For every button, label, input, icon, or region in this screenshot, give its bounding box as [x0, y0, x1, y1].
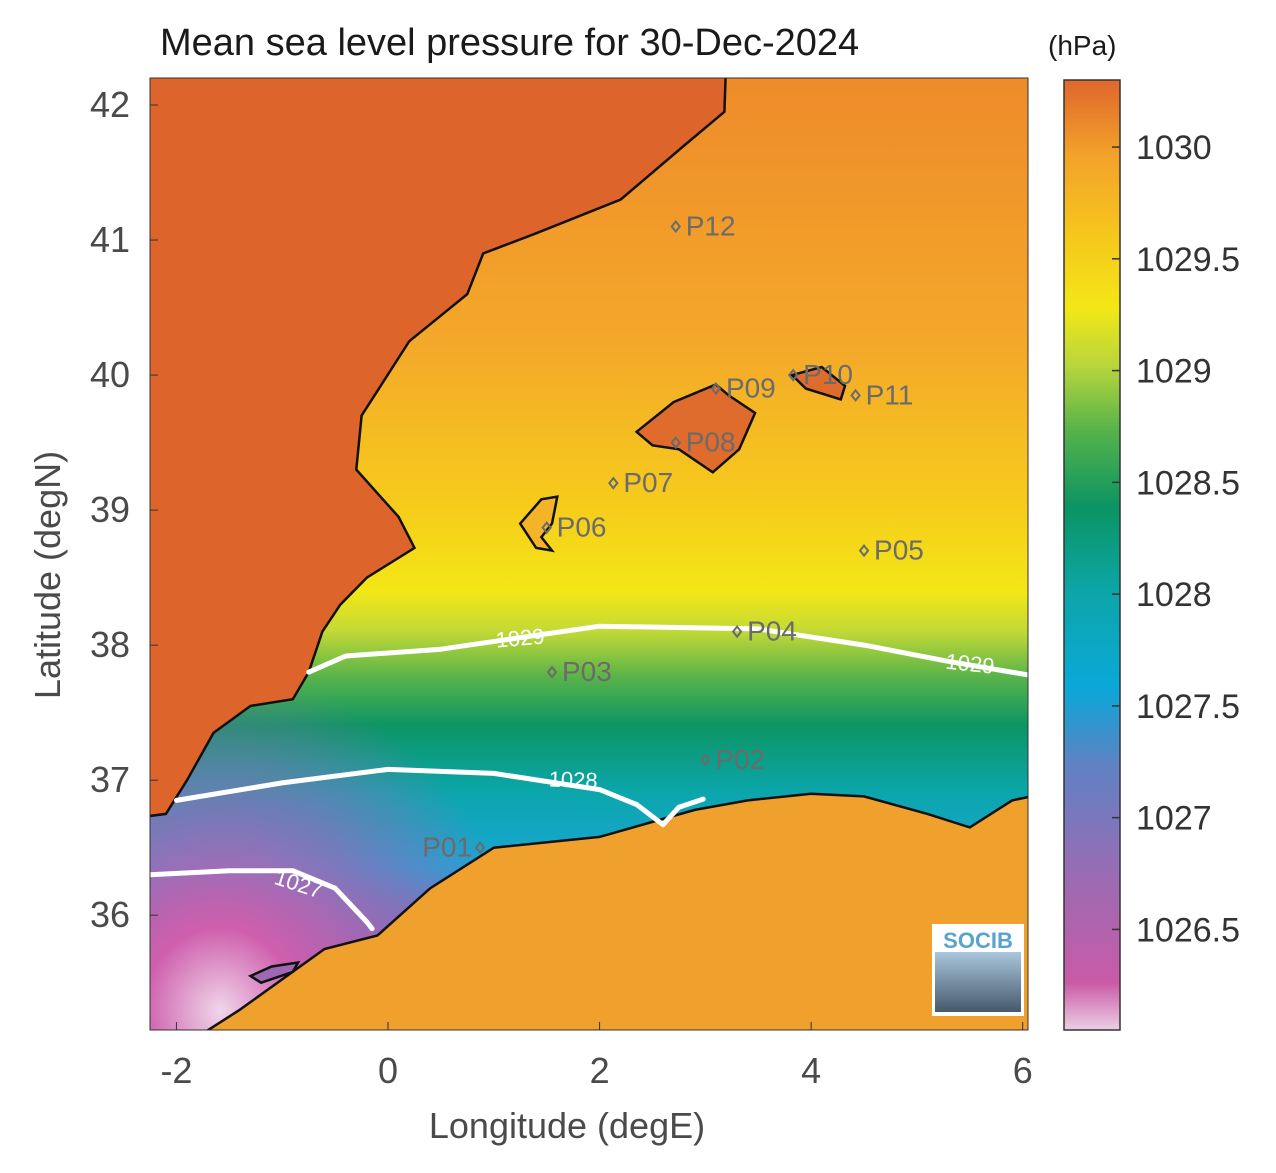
isobar-1029 — [306, 623, 1028, 678]
x-tick-label: -2 — [160, 1050, 192, 1091]
station-p12: P12 — [670, 211, 736, 242]
colorbar-tick-label: 1027 — [1136, 800, 1212, 838]
station-label: P11 — [866, 379, 914, 410]
station-label: P12 — [686, 211, 736, 242]
isobar-label: 1029 — [495, 623, 546, 652]
station-p05: P05 — [858, 535, 924, 566]
north-africa-land — [205, 792, 1028, 1030]
station-p10: P10 — [787, 359, 853, 390]
station-markers: P01 P02 P03 P04 P05 P06 P07 P08 P09 P10 P11 P12 — [422, 211, 924, 863]
colorbar-scale — [1063, 79, 1121, 1031]
station-marker-icon — [541, 521, 552, 535]
x-tick-label: 4 — [801, 1050, 821, 1091]
y-tick-label: 41 — [90, 219, 130, 260]
isobar-1027 — [150, 868, 375, 932]
isobar-label: 1029 — [944, 649, 995, 679]
x-axis-label: Longitude (degE) — [429, 1105, 705, 1146]
station-p04: P04 — [731, 616, 797, 647]
colorbar-tick-label: 1027.5 — [1136, 688, 1240, 726]
station-marker-icon — [731, 625, 743, 639]
station-label: P06 — [557, 512, 607, 543]
x-tick-label: 6 — [1013, 1050, 1033, 1091]
y-tick-label: 42 — [90, 84, 130, 125]
logo-text: SOCIB — [943, 928, 1013, 953]
station-label: P05 — [874, 535, 924, 566]
x-tick-label: 0 — [378, 1050, 398, 1091]
colorbar-tick-label: 1026.5 — [1136, 911, 1240, 949]
colorbar-tick-label: 1029 — [1136, 353, 1212, 391]
station-p09: P09 — [710, 373, 776, 404]
station-marker-icon — [546, 665, 558, 679]
station-p07: P07 — [608, 467, 673, 498]
alboran-island — [247, 960, 301, 985]
station-label: P07 — [623, 467, 673, 498]
colorbar-tick-label: 1028 — [1136, 576, 1212, 614]
station-marker-icon — [710, 381, 722, 396]
plot-frame — [149, 77, 1029, 1031]
station-marker-icon — [700, 753, 711, 767]
ibiza-island — [518, 495, 559, 553]
station-label: P10 — [803, 359, 853, 390]
station-marker-icon — [787, 368, 799, 382]
station-p01: P01 — [422, 832, 486, 863]
iberian-land — [150, 78, 727, 818]
colorbar-ticks: 1030 1029.5 1029 1028.5 1028 1027.5 1027 1026.5 — [1112, 129, 1240, 949]
y-axis-label: Latitude (degN) — [27, 451, 68, 699]
menorca-island — [789, 365, 847, 401]
x-tick-label: 2 — [590, 1050, 610, 1091]
station-label: P04 — [747, 616, 797, 647]
station-p08: P08 — [670, 427, 736, 458]
isobar-label: 1028 — [548, 767, 598, 794]
axis-ticks: -2 0 2 4 6 42 41 40 39 38 37 36 — [90, 84, 1033, 1091]
station-marker-icon — [474, 841, 486, 855]
mallorca-island — [634, 383, 757, 474]
station-marker-icon — [670, 219, 682, 234]
station-label: P09 — [726, 373, 776, 404]
station-marker-icon — [608, 476, 619, 490]
colorbar: 1030 1029.5 1029 1028.5 1028 1027.5 1027 1026.5 — [1063, 79, 1240, 1031]
station-p02: P02 — [700, 744, 765, 775]
station-label: P01 — [422, 832, 472, 863]
colorbar-unit: (hPa) — [1048, 30, 1117, 61]
station-marker-icon — [858, 544, 870, 558]
y-tick-label: 36 — [90, 894, 130, 935]
station-p03: P03 — [546, 656, 612, 687]
station-label: P02 — [715, 744, 765, 775]
y-tick-label: 40 — [90, 354, 130, 395]
socib-logo: SOCIB — [932, 924, 1024, 1016]
station-marker-icon — [850, 388, 861, 402]
colorbar-tick-label: 1029.5 — [1136, 241, 1240, 279]
y-tick-label: 38 — [90, 624, 130, 665]
isobar-1028 — [173, 766, 706, 828]
colorbar-tick-label: 1028.5 — [1136, 464, 1240, 502]
station-label: P08 — [686, 427, 736, 458]
station-p11: P11 — [850, 379, 914, 410]
station-marker-icon — [670, 435, 682, 450]
colorbar-tick-label: 1030 — [1136, 129, 1212, 167]
chart-title: Mean sea level pressure for 30-Dec-2024 — [160, 22, 860, 64]
station-p06: P06 — [541, 512, 607, 543]
y-tick-label: 37 — [90, 759, 130, 800]
y-tick-label: 39 — [90, 489, 130, 530]
station-label: P03 — [562, 656, 612, 687]
